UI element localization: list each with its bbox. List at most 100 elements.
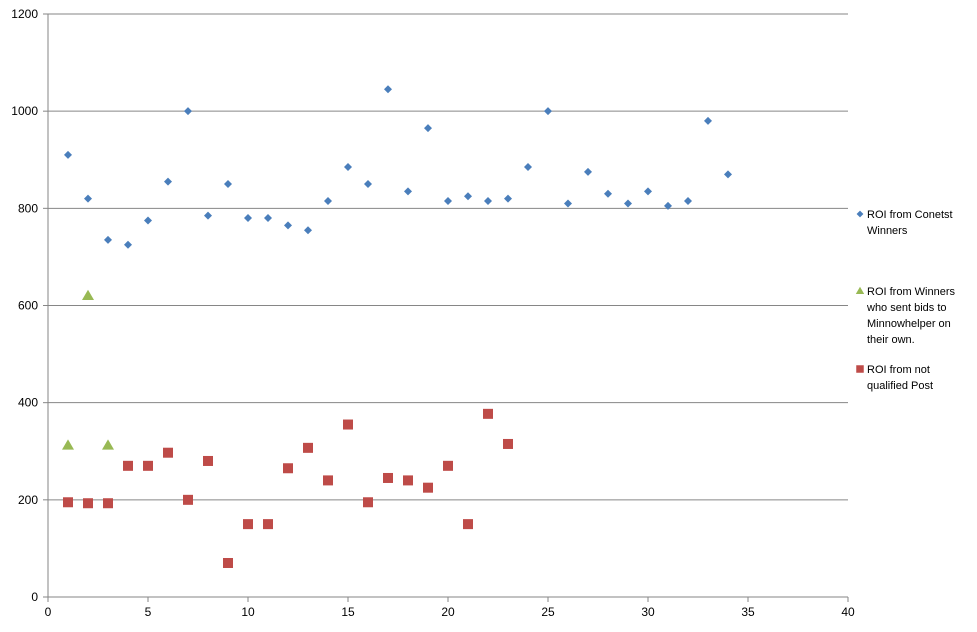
square-point <box>203 455 213 466</box>
square-point <box>103 498 113 509</box>
y-tick-label: 0 <box>31 590 38 604</box>
square-point <box>503 438 513 449</box>
x-tick-label: 40 <box>841 605 855 619</box>
square-point <box>463 519 473 530</box>
gridlines <box>48 13 848 501</box>
diamond-point <box>304 226 312 235</box>
square-point <box>243 519 253 530</box>
diamond-point <box>164 177 172 186</box>
diamond-point <box>644 187 652 196</box>
diamond-point <box>584 167 592 176</box>
diamond-point <box>464 192 472 201</box>
square-point <box>363 497 373 508</box>
diamond-point <box>484 197 492 206</box>
square-point <box>483 408 493 419</box>
diamond-point <box>224 180 232 189</box>
square-point <box>423 482 433 493</box>
square-point <box>443 460 453 471</box>
x-tick-label: 10 <box>241 605 255 619</box>
series-2 <box>62 289 114 450</box>
diamond-point <box>244 214 252 223</box>
diamond-point <box>204 211 212 220</box>
x-tick-labels: 0 5 10 15 20 25 30 35 40 <box>45 605 855 619</box>
diamond-point <box>664 201 672 210</box>
diamond-point <box>424 124 432 133</box>
triangle-point <box>82 289 94 300</box>
square-point <box>343 419 353 430</box>
x-tick-label: 20 <box>441 605 455 619</box>
square-point <box>403 475 413 486</box>
legend-label: their own. <box>867 334 915 346</box>
y-tick-label: 200 <box>18 493 38 507</box>
square-point <box>63 497 73 508</box>
diamond-point <box>704 116 712 125</box>
triangle-point <box>62 439 74 450</box>
diamond-point <box>284 221 292 230</box>
y-tick-labels: 0 200 400 600 800 1000 1200 <box>11 7 38 604</box>
diamond-point <box>364 180 372 189</box>
diamond-point <box>324 197 332 206</box>
square-point <box>323 475 333 486</box>
y-tick-label: 800 <box>18 201 38 215</box>
diamond-point <box>124 240 132 249</box>
x-tick-label: 0 <box>45 605 52 619</box>
legend-triangle-swatch <box>855 286 865 294</box>
diamond-point <box>104 235 112 244</box>
y-tick-label: 1200 <box>11 7 38 21</box>
square-point <box>143 460 153 471</box>
diamond-point <box>524 163 532 172</box>
x-tick-label: 5 <box>145 605 152 619</box>
legend-label: ROI from Conetst <box>867 209 953 221</box>
legend-label: qualified Post <box>867 380 933 392</box>
diamond-point <box>384 85 392 94</box>
triangle-point <box>102 439 114 450</box>
diamond-point <box>604 189 612 198</box>
square-point <box>223 557 233 568</box>
series-1 <box>64 85 732 249</box>
square-point <box>83 498 93 509</box>
y-tick-label: 600 <box>18 299 38 313</box>
x-tick-label: 25 <box>541 605 555 619</box>
legend-label: ROI from Winners <box>867 286 956 298</box>
legend-square-swatch <box>856 365 864 373</box>
square-point <box>123 460 133 471</box>
diamond-point <box>444 197 452 206</box>
legend-entry-1: ROI from Conetst Winners <box>856 209 953 237</box>
square-point <box>263 519 273 530</box>
y-tick-label: 400 <box>18 396 38 410</box>
diamond-point <box>264 214 272 223</box>
diamond-point <box>144 216 152 225</box>
diamond-point <box>344 163 352 172</box>
square-point <box>283 463 293 474</box>
diamond-point <box>504 194 512 203</box>
diamond-point <box>184 107 192 116</box>
x-tick-label: 15 <box>341 605 355 619</box>
square-point <box>383 472 393 483</box>
legend: ROI from Conetst Winners ROI from Winners w… <box>855 209 956 392</box>
legend-label: Minnowhelper on <box>867 318 951 330</box>
diamond-point <box>624 199 632 208</box>
legend-label: Winners <box>867 225 908 237</box>
diamond-point <box>544 107 552 116</box>
legend-diamond-swatch <box>856 210 864 218</box>
x-tick-label: 35 <box>741 605 755 619</box>
axes <box>43 13 849 602</box>
diamond-point <box>84 194 92 203</box>
diamond-point <box>404 187 412 196</box>
y-tick-label: 1000 <box>11 104 38 118</box>
series-3 <box>63 408 513 568</box>
square-point <box>163 447 173 458</box>
diamond-point <box>564 199 572 208</box>
data-points <box>62 85 732 568</box>
legend-entry-2: ROI from Winners who sent bids to Minnowhe… <box>855 286 956 346</box>
square-point <box>303 442 313 453</box>
diamond-point <box>684 197 692 206</box>
square-point <box>183 494 193 505</box>
legend-label: ROI from not <box>867 364 930 376</box>
legend-entry-3: ROI from not qualified Post <box>856 364 933 392</box>
diamond-point <box>724 170 732 179</box>
x-tick-label: 30 <box>641 605 655 619</box>
diamond-point <box>64 150 72 159</box>
legend-label: who sent bids to <box>866 302 947 314</box>
